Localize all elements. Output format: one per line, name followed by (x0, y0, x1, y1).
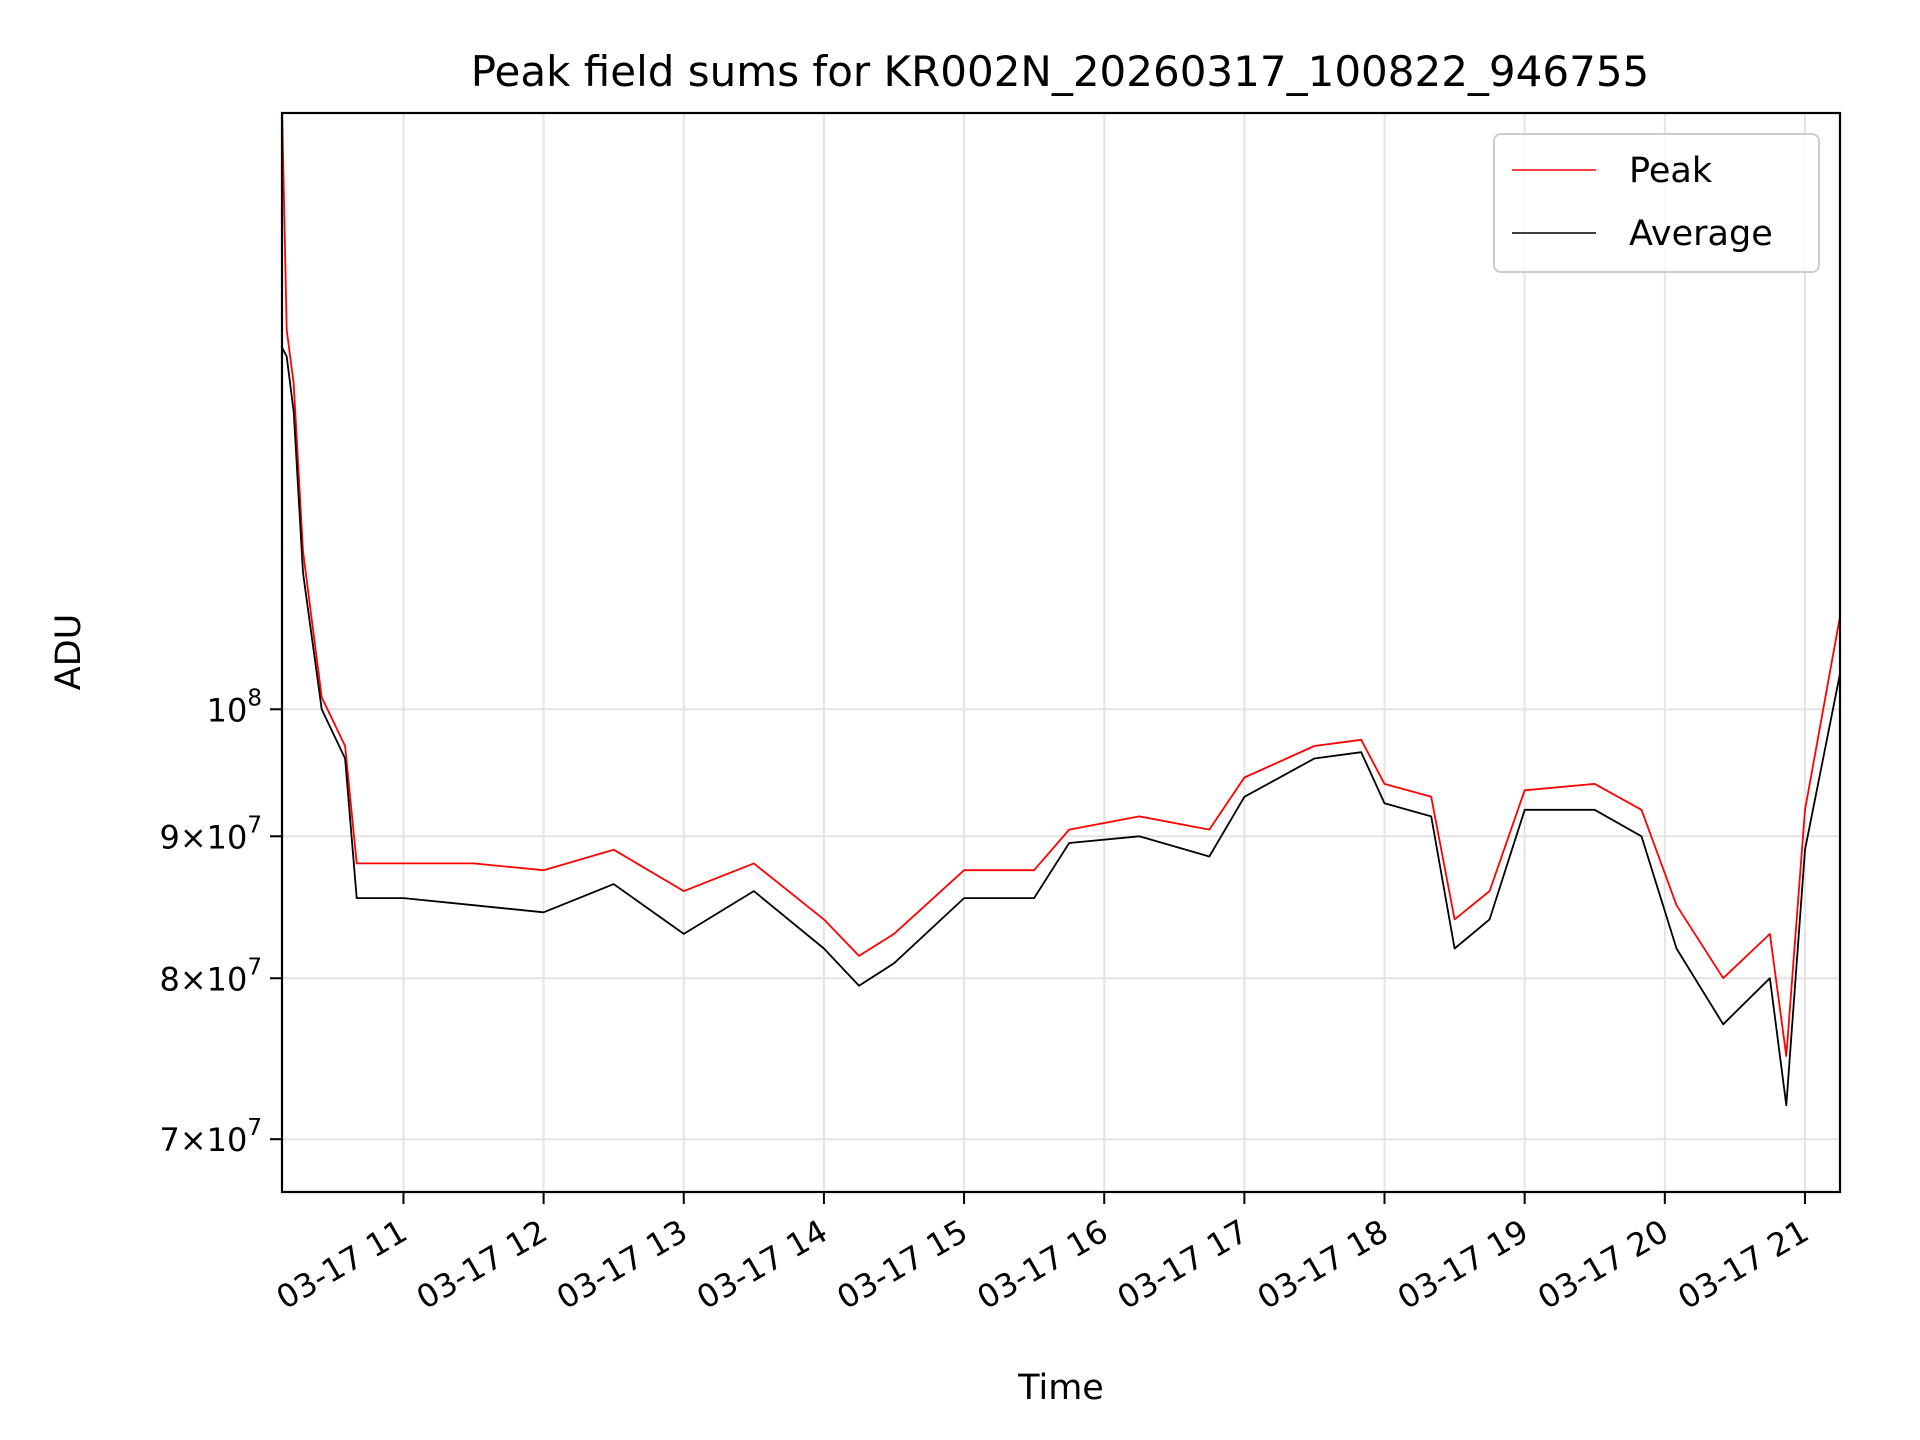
x-tick-label: 03-17 16 (971, 1212, 1115, 1317)
x-tick-label: 03-17 18 (1251, 1212, 1395, 1317)
x-tick-label: 03-17 20 (1531, 1212, 1675, 1317)
legend-label-average: Average (1629, 214, 1773, 254)
chart-title: Peak field sums for KR002N_20260317_1008… (471, 47, 1650, 96)
x-tick-label: 03-17 14 (690, 1212, 834, 1317)
y-axis: 7×107 8×107 9×107 108 (159, 685, 282, 1159)
y-axis-label: ADU (49, 614, 89, 691)
x-axis-label: Time (1017, 1368, 1104, 1408)
plot-series (282, 113, 1840, 1107)
series-line-average (282, 347, 1840, 1107)
series-line-peak (282, 113, 1840, 1057)
grid-lines (282, 113, 1840, 1192)
x-tick-label: 03-17 21 (1671, 1212, 1815, 1317)
x-tick-label: 03-17 19 (1391, 1212, 1535, 1317)
legend-box (1493, 133, 1820, 273)
x-tick-label: 03-17 11 (270, 1212, 414, 1317)
legend: Peak Average (1493, 133, 1820, 273)
plot-frame (280, 111, 1842, 1194)
y-tick-label: 7×107 (159, 1115, 262, 1159)
y-tick-label: 9×107 (159, 812, 262, 856)
x-tick-label: 03-17 15 (830, 1212, 974, 1317)
x-tick-label: 03-17 17 (1111, 1212, 1255, 1317)
x-tick-label: 03-17 13 (550, 1212, 694, 1317)
x-tick-label: 03-17 12 (410, 1212, 554, 1317)
legend-label-peak: Peak (1629, 151, 1713, 191)
y-tick-label: 108 (207, 685, 262, 729)
y-tick-label: 8×107 (159, 954, 262, 998)
